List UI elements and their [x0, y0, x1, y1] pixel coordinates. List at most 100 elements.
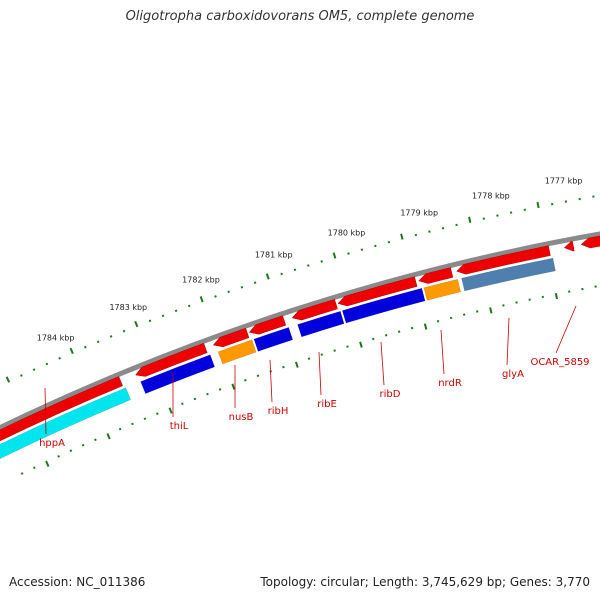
inner-tick — [193, 397, 197, 401]
outer-tick — [332, 252, 337, 259]
forward-gene-arrow — [580, 235, 600, 249]
reverse-gene-block — [140, 354, 215, 394]
gene-label-ribH: ribH — [268, 406, 289, 417]
leader-line — [318, 351, 322, 396]
gene-label-glyA: glyA — [502, 369, 524, 380]
forward-strand-genes — [0, 235, 600, 442]
leader-line — [555, 305, 577, 354]
inner-tick — [81, 443, 85, 447]
accession-text: Accession: NC_011386 — [9, 575, 146, 589]
forward-gene-arrow — [212, 327, 250, 348]
inner-tick — [372, 337, 375, 341]
map-title: Oligotropha carboxidovorans OM5, complet… — [125, 9, 475, 24]
outer-tick — [58, 356, 61, 360]
inner-tick — [256, 374, 260, 378]
inner-tick — [94, 438, 97, 442]
gene-label-nusB: nusB — [229, 412, 254, 423]
leader-line — [440, 329, 445, 375]
leader-line — [44, 387, 47, 435]
topology-text: Topology: circular; Length: 3,745,629 bp… — [260, 575, 590, 589]
gene-label-ribE: ribE — [317, 399, 337, 410]
leader-line — [380, 341, 385, 386]
inner-tick — [244, 378, 247, 382]
outer-tick — [122, 329, 126, 333]
inner-tick — [320, 353, 324, 356]
forward-gene-arrow — [456, 245, 551, 275]
label-leader-lines — [44, 305, 577, 435]
inner-tick — [20, 472, 24, 475]
outer-tick — [320, 260, 323, 263]
inner-tick — [359, 341, 363, 348]
inner-tick — [333, 349, 336, 352]
reverse-gene-block — [0, 387, 132, 460]
leader-line — [506, 317, 510, 366]
outer-tick — [347, 252, 350, 255]
outer-tick — [83, 345, 87, 349]
outer-tick — [174, 309, 178, 313]
outer-tick — [214, 295, 217, 298]
inner-tick — [231, 383, 236, 390]
outer-tick — [199, 296, 204, 303]
outer-tick — [293, 268, 297, 271]
reverse-gene-block — [253, 327, 294, 352]
gene-label-thiL: thiL — [170, 421, 189, 432]
outer-tick — [400, 233, 404, 240]
reverse-gene-block — [297, 310, 345, 338]
outer-tick — [253, 281, 257, 284]
inner-tick — [206, 392, 209, 396]
forward-gene-arrow — [0, 376, 123, 442]
outer-tick — [536, 201, 540, 209]
outer-tick — [387, 240, 391, 244]
inner-tick — [131, 422, 134, 426]
inner-tick — [218, 388, 222, 391]
inner-tick — [156, 412, 159, 415]
inner-tick — [384, 334, 388, 337]
outer-tick — [227, 290, 230, 294]
inner-tick — [57, 454, 60, 458]
reverse-gene-block — [423, 278, 461, 301]
outer-tick — [20, 374, 23, 377]
outer-tick — [307, 264, 310, 267]
outer-tick — [280, 272, 283, 276]
inner-tick — [118, 427, 122, 431]
outer-tick — [265, 273, 270, 280]
inner-tick — [307, 357, 311, 360]
outer-tick — [360, 248, 364, 251]
inner-tick — [181, 402, 184, 406]
tick-label-1777: 1777 kbp — [545, 177, 583, 186]
outer-tick — [148, 319, 152, 323]
genome-backbone — [0, 231, 600, 431]
reverse-gene-block — [342, 287, 426, 324]
tick-label-1783: 1783 kbp — [109, 303, 147, 312]
gene-label-ribD: ribD — [380, 389, 401, 400]
inner-tick — [32, 466, 36, 470]
outer-tick — [240, 285, 244, 289]
inner-tick — [45, 460, 50, 467]
tick-label-1779: 1779 kbp — [400, 209, 438, 218]
inner-tick — [397, 330, 401, 333]
inner-tick — [489, 307, 493, 314]
inner-tick — [168, 407, 173, 414]
gene-labels: hppA thiL nusB ribH ribE ribD nrdR glyA … — [39, 357, 589, 449]
inner-tick — [554, 293, 558, 300]
inner-tick — [294, 361, 299, 368]
inner-tick — [106, 433, 111, 440]
outer-tick — [161, 314, 165, 318]
outer-tick — [96, 340, 100, 344]
reverse-strand-genes — [0, 257, 556, 460]
inner-tick-marks — [20, 285, 597, 475]
tick-label-1782: 1782 kbp — [182, 276, 220, 285]
scale-tick-labels: 1777 kbp 1778 kbp 1779 kbp 1780 kbp 1781… — [37, 177, 583, 343]
outer-tick-marks — [5, 195, 595, 383]
outer-tick — [187, 304, 191, 308]
inner-tick — [410, 326, 414, 330]
forward-gene-arrow — [291, 299, 338, 321]
outer-tick — [109, 335, 113, 338]
forward-gene-arrow — [248, 315, 287, 335]
gene-label-nrdR: nrdR — [438, 378, 462, 389]
reverse-gene-block — [461, 257, 556, 292]
outer-tick — [134, 320, 139, 328]
forward-gene-arrow — [135, 342, 208, 377]
inner-tick — [69, 449, 73, 453]
tick-label-1784: 1784 kbp — [37, 333, 75, 342]
